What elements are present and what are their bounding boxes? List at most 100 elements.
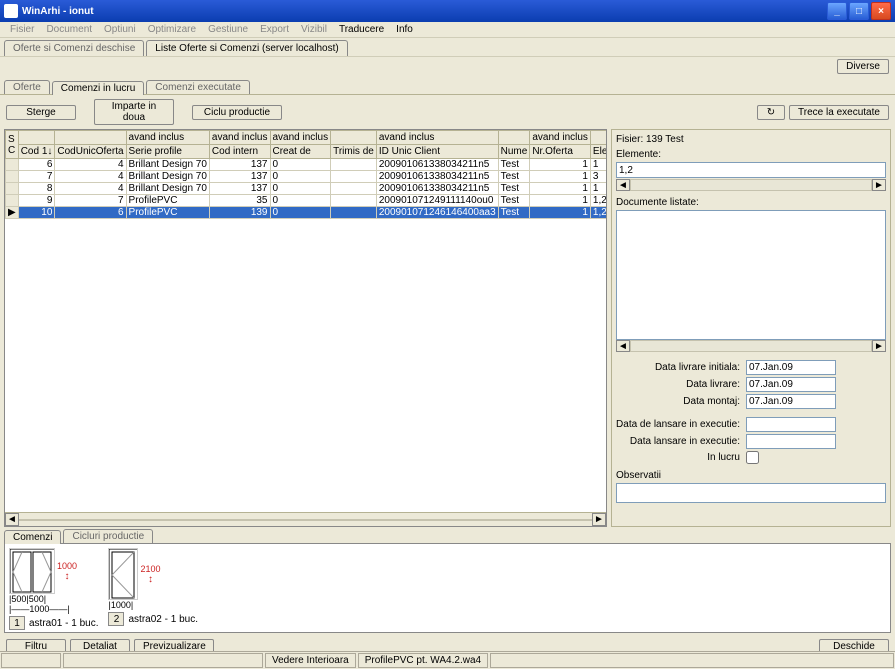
dl-input[interactable] <box>746 377 836 392</box>
table-row[interactable]: ▶106ProfilePVC1390200901071246146400aa3T… <box>6 207 607 219</box>
cell: 139 <box>209 207 270 219</box>
cell: Brillant Design 70 <box>126 159 209 171</box>
cell: 3 <box>590 171 606 183</box>
cell: 1 <box>530 183 591 195</box>
cell: ProfilePVC <box>126 195 209 207</box>
menu-fisier[interactable]: Fisier <box>4 23 40 36</box>
subtab-comenzi-lucru[interactable]: Comenzi in lucru <box>52 81 144 95</box>
col-serie[interactable]: Serie profile <box>126 145 209 159</box>
table-row[interactable]: 97ProfilePVC350200901071249111140ou0Test… <box>6 195 607 207</box>
filter-nume[interactable] <box>498 131 530 145</box>
table-row[interactable]: 84Brillant Design 7013702009010613380342… <box>6 183 607 195</box>
scroll-left-icon[interactable]: ◄ <box>5 513 19 526</box>
el-scroll-left[interactable]: ◄ <box>616 179 630 191</box>
cell: Brillant Design 70 <box>126 171 209 183</box>
col-creat[interactable]: Creat de <box>270 145 331 159</box>
refresh-button[interactable]: ↻ <box>757 105 785 120</box>
doc-scroll-right[interactable]: ► <box>872 340 886 352</box>
dle-input[interactable] <box>746 417 836 432</box>
menu-optimizare[interactable]: Optimizare <box>142 23 202 36</box>
cell <box>6 171 19 183</box>
h1-5[interactable]: avand inclus <box>270 131 331 145</box>
diverse-button[interactable]: Diverse <box>837 59 889 74</box>
doc-scroll-left[interactable]: ◄ <box>616 340 630 352</box>
toolbar: Sterge Imparte in doua Ciclu productie ↻… <box>0 94 895 129</box>
thumbnails-area: 1000 ↕ |500|500| |——1000——| 1 astra01 - … <box>4 543 891 633</box>
menu-traducere[interactable]: Traducere <box>333 23 390 36</box>
filter-trimis[interactable] <box>331 131 377 145</box>
obs-box[interactable] <box>616 483 886 503</box>
dle2-input[interactable] <box>746 434 836 449</box>
orders-grid[interactable]: SC avand inclus avand inclus avand inclu… <box>5 130 606 219</box>
filter-cod[interactable] <box>18 131 55 145</box>
col-trimis[interactable]: Trimis de <box>331 145 377 159</box>
inlucru-checkbox[interactable] <box>746 451 759 464</box>
h1-9[interactable]: avand inclus <box>530 131 591 145</box>
dim-top: |500|500| <box>9 594 46 604</box>
cell: 9 <box>18 195 55 207</box>
col-codintern[interactable]: Cod intern <box>209 145 270 159</box>
thumbnail[interactable]: 1000 ↕ |500|500| |——1000——| 1 astra01 - … <box>9 548 98 630</box>
doclist-box[interactable] <box>616 210 886 340</box>
col-nroferta[interactable]: Nr.Oferta <box>530 145 591 159</box>
filter-el[interactable] <box>590 131 606 145</box>
col-idclient[interactable]: ID Unic Client <box>376 145 498 159</box>
cell <box>331 207 377 219</box>
thumbnail[interactable]: 2100 ↕ |1000| 2 astra02 - 1 buc. <box>108 548 197 626</box>
el-scroll-right[interactable]: ► <box>872 179 886 191</box>
dli-input[interactable] <box>746 360 836 375</box>
btab-comenzi[interactable]: Comenzi <box>4 530 61 544</box>
cell: Brillant Design 70 <box>126 183 209 195</box>
btab-cicluri[interactable]: Cicluri productie <box>63 529 153 543</box>
menubar: Fisier Document Optiuni Optimizare Gesti… <box>0 22 895 38</box>
col-nume[interactable]: Nume <box>498 145 530 159</box>
h1-4[interactable]: avand inclus <box>209 131 270 145</box>
menu-document[interactable]: Document <box>40 23 98 36</box>
top-tabs: Oferte si Comenzi deschise Liste Oferte … <box>4 40 891 56</box>
cell <box>6 195 19 207</box>
imparte-button[interactable]: Imparte in doua <box>94 99 174 125</box>
sterge-button[interactable]: Sterge <box>6 105 76 120</box>
cell: 137 <box>209 171 270 183</box>
elemente-input[interactable] <box>616 162 886 178</box>
col-elemente[interactable]: Elemente <box>590 145 606 159</box>
dim-bottom: |——1000——| <box>9 604 70 614</box>
menu-optiuni[interactable]: Optiuni <box>98 23 142 36</box>
cell: 7 <box>18 171 55 183</box>
grid-corner: SC <box>6 131 19 159</box>
minimize-button[interactable]: _ <box>827 2 847 20</box>
ciclu-button[interactable]: Ciclu productie <box>192 105 282 120</box>
table-row[interactable]: 64Brillant Design 7013702009010613380342… <box>6 159 607 171</box>
scroll-right-icon[interactable]: ► <box>592 513 606 526</box>
cell: 0 <box>270 195 331 207</box>
cell: 8 <box>18 183 55 195</box>
obs-label: Observatii <box>616 470 886 481</box>
dle-label: Data de lansare in executie: <box>616 419 746 430</box>
cell: Test <box>498 159 530 171</box>
col-cod[interactable]: Cod 1↓ <box>18 145 55 159</box>
cell: 4 <box>55 159 126 171</box>
cell: 35 <box>209 195 270 207</box>
cell: 1,2 <box>590 207 606 219</box>
detail-panel: Fisier: 139 Test Elemente: ◄ ► Documente… <box>611 129 891 527</box>
menu-info[interactable]: Info <box>390 23 419 36</box>
table-row[interactable]: 74Brillant Design 7013702009010613380342… <box>6 171 607 183</box>
h1-3[interactable]: avand inclus <box>126 131 209 145</box>
cell: 10 <box>18 207 55 219</box>
close-button[interactable]: × <box>871 2 891 20</box>
col-cuo[interactable]: CodUnicOferta <box>55 145 126 159</box>
menu-export[interactable]: Export <box>254 23 295 36</box>
dm-input[interactable] <box>746 394 836 409</box>
trece-executate-button[interactable]: Trece la executate <box>789 105 889 120</box>
status-cell-1 <box>63 653 263 668</box>
h1-7[interactable]: avand inclus <box>376 131 498 145</box>
maximize-button[interactable]: □ <box>849 2 869 20</box>
grid-hscroll[interactable]: ◄ ► <box>5 512 606 526</box>
subtab-oferte[interactable]: Oferte <box>4 80 50 94</box>
filter-cuo[interactable] <box>55 131 126 145</box>
menu-vizibil[interactable]: Vizibil <box>295 23 333 36</box>
subtab-comenzi-executate[interactable]: Comenzi executate <box>146 80 250 94</box>
menu-gestiune[interactable]: Gestiune <box>202 23 254 36</box>
tab-liste-oferte[interactable]: Liste Oferte si Comenzi (server localhos… <box>146 40 347 56</box>
tab-oferte-deschise[interactable]: Oferte si Comenzi deschise <box>4 40 144 56</box>
